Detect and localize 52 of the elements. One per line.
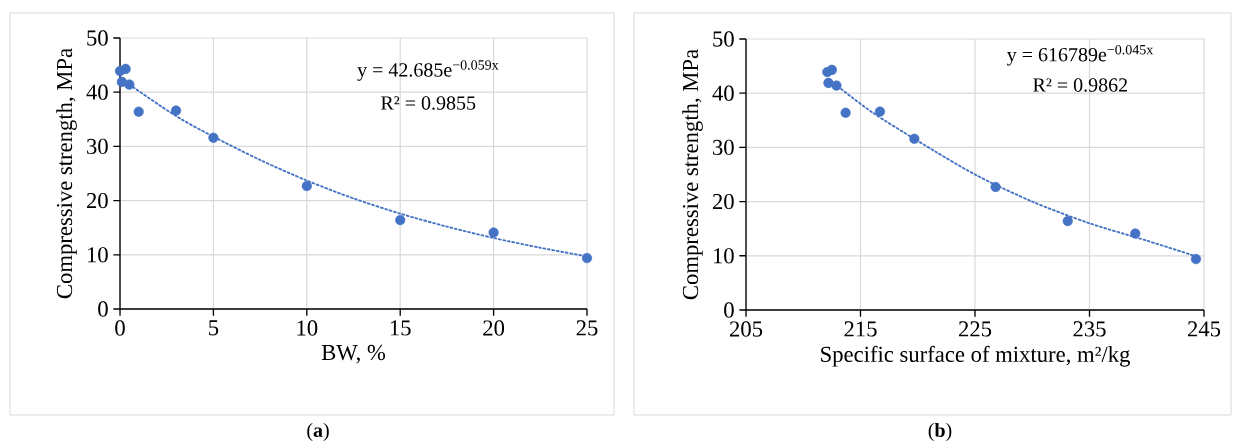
y-tick-label: 50 (713, 31, 734, 47)
point (831, 80, 842, 91)
x-tick-label: 25 (576, 320, 598, 336)
y-axis-title: Compressive strength, MPa (682, 49, 703, 300)
x-axis-title: BW, % (321, 344, 386, 364)
point (823, 77, 834, 88)
x-tick-label: 0 (115, 320, 125, 336)
point (826, 64, 837, 75)
y-tick-label: 20 (86, 192, 108, 209)
y-tick-label: 40 (712, 85, 734, 101)
point (990, 181, 1001, 193)
point (301, 180, 312, 192)
point (581, 252, 593, 264)
y-tick-label: 30 (87, 138, 108, 155)
x-tick-label: 235 (1073, 321, 1106, 337)
x-tick-label: 245 (1188, 321, 1221, 337)
y-tick-label: 30 (713, 139, 734, 156)
y-tick-label: 20 (712, 193, 734, 210)
point (133, 106, 144, 117)
point (395, 215, 406, 226)
text: (b) (928, 422, 952, 442)
x-tick-label: 10 (297, 320, 318, 336)
point (1190, 253, 1202, 265)
x-tick-label: 15 (390, 320, 411, 336)
x-axis-title: Specific surface of mixture, m²/kg (821, 345, 1130, 367)
point (840, 107, 851, 118)
y-tick-label: 50 (87, 30, 108, 46)
x-tick-label: 5 (209, 320, 219, 336)
point (909, 133, 920, 144)
y-axis-title: Compressive strength, MPa (56, 48, 77, 299)
y-tick-label: 0 (724, 302, 734, 318)
point (170, 105, 182, 116)
y-tick-label: 0 (98, 301, 108, 317)
annotation: R² = 0.9855 (381, 96, 476, 110)
text: (a) (307, 422, 329, 442)
x-tick-label: 205 (730, 321, 763, 337)
annotation: R² = 0.9862 (1033, 78, 1128, 92)
point (1130, 228, 1141, 239)
point (1062, 216, 1073, 227)
point (120, 63, 131, 74)
point (208, 132, 219, 143)
x-tick-label: 20 (483, 320, 505, 336)
y-tick-label: 10 (713, 248, 734, 264)
annotation: y = 42.685e$^{−0.059x}$ (357, 60, 499, 81)
x-tick-label: 215 (844, 321, 877, 337)
y-tick-label: 40 (86, 84, 108, 100)
y-tick-label: 10 (87, 247, 108, 263)
point (488, 227, 499, 238)
point (124, 79, 135, 90)
x-tick-label: 225 (959, 321, 992, 337)
annotation: y = 616789e$^{−0.045x}$ (1006, 44, 1154, 66)
point (874, 106, 886, 117)
